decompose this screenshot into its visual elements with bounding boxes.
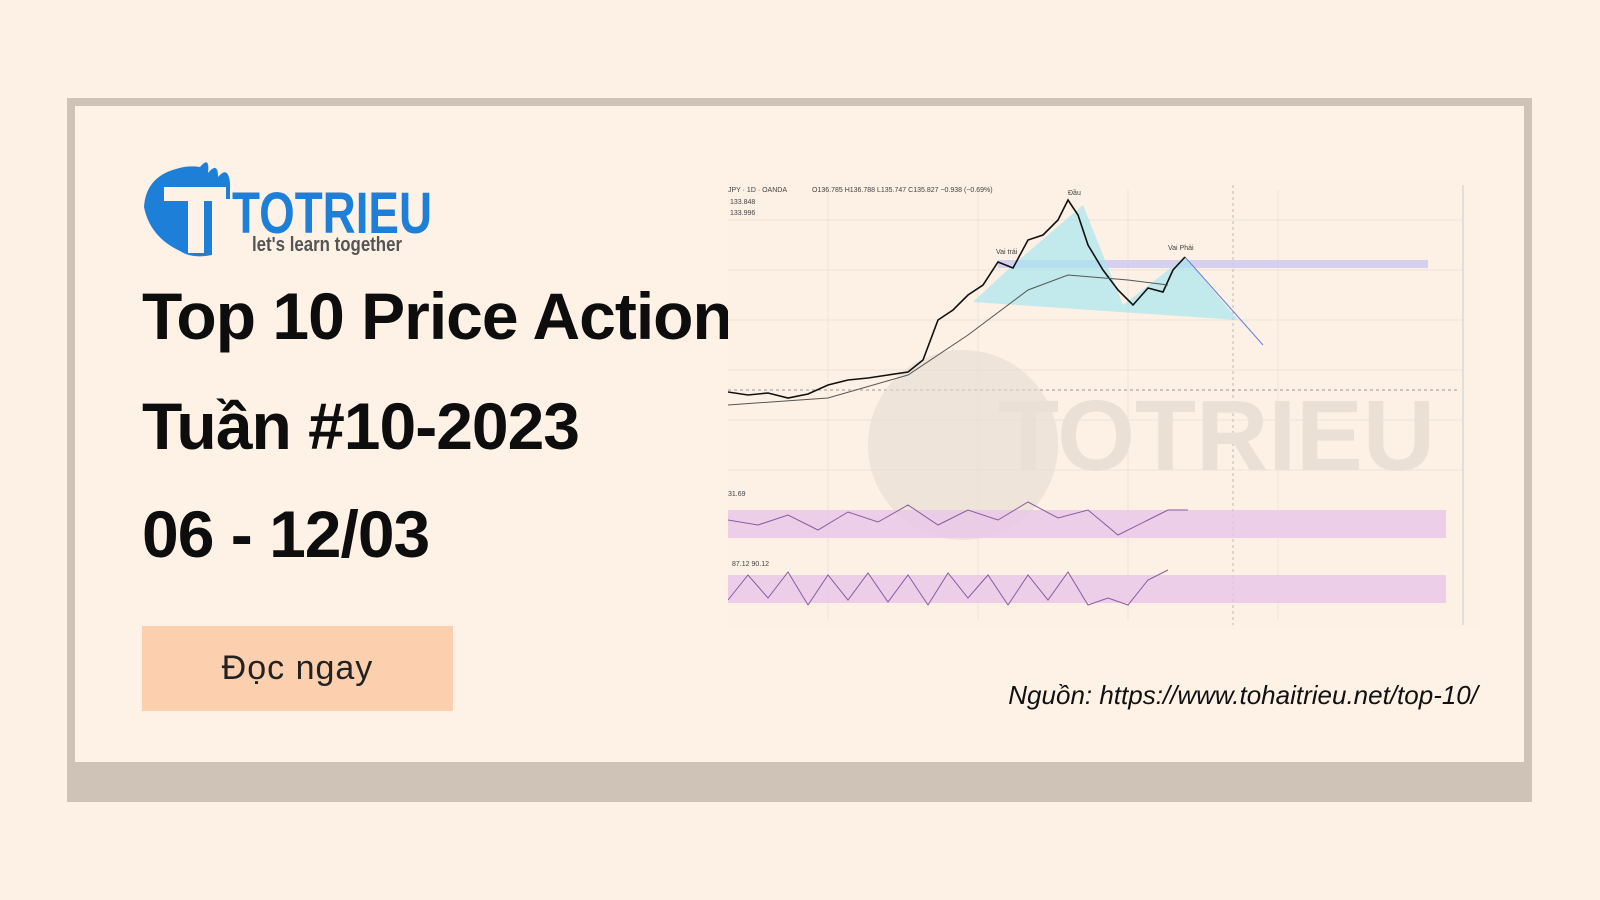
logo: TOTRIEU let's learn together — [144, 162, 432, 257]
chart-bg — [728, 180, 1480, 630]
chart-symbol: JPY · 1D · OANDA — [728, 187, 787, 194]
logo-name: TOTRIEU — [232, 181, 432, 246]
logo-cut — [188, 187, 204, 253]
chart-rsi: 31.69 — [728, 491, 746, 498]
chart-line: 133.848 — [730, 199, 755, 206]
chart-stoch: 87.12 90.12 — [732, 561, 769, 568]
headline: 06 - 12/03 — [142, 497, 430, 571]
chart-tag: Đầu — [1068, 188, 1081, 197]
chart-tag: Vai Phải — [1168, 245, 1194, 252]
headline: Top 10 Price Action — [142, 279, 733, 353]
logo-mark — [144, 162, 230, 257]
watermark: TOTRIEU — [998, 380, 1435, 492]
logo-tagline: let's learn together — [252, 234, 402, 256]
chart-ohlc: O136.785 H136.788 L135.747 C135.827 −0.9… — [812, 187, 993, 194]
read-button[interactable]: Đọc ngay — [142, 626, 453, 711]
source: Nguồn: https://www.tohaitrieu.net/top-10… — [1008, 680, 1478, 710]
headline: Tuần #10-2023 — [142, 389, 580, 463]
chart-line: 133.996 — [730, 210, 755, 217]
chart-screenshot: TOTRIEU JPY · 1D · OANDA O136.785 H136.7… — [728, 180, 1480, 630]
chart-tag: Vai trái — [996, 249, 1018, 256]
